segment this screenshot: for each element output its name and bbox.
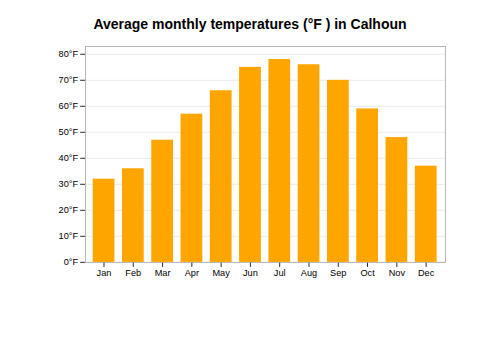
svg-text:60°F: 60°F	[59, 101, 79, 111]
svg-text:Aug: Aug	[301, 268, 317, 278]
svg-text:50°F: 50°F	[59, 127, 79, 137]
svg-text:30°F: 30°F	[59, 179, 79, 189]
svg-text:Jun: Jun	[243, 268, 258, 278]
svg-text:Nov: Nov	[389, 268, 406, 278]
svg-text:Jan: Jan	[97, 268, 112, 278]
svg-text:10°F: 10°F	[59, 231, 79, 241]
svg-text:Sep: Sep	[330, 268, 346, 278]
svg-text:Feb: Feb	[125, 268, 141, 278]
svg-text:Dec: Dec	[418, 268, 435, 278]
svg-text:40°F: 40°F	[59, 153, 79, 163]
svg-text:80°F: 80°F	[59, 49, 79, 59]
svg-text:Oct: Oct	[360, 268, 375, 278]
svg-text:Apr: Apr	[185, 268, 199, 278]
html-text:Average monthly temperatures (: Average monthly temperatures (°F ) in Ca…	[93, 16, 407, 32]
svg-text:Mar: Mar	[155, 268, 171, 278]
svg-text:May: May	[212, 268, 230, 278]
svg-text:Jul: Jul	[274, 268, 286, 278]
svg-text:20°F: 20°F	[59, 205, 79, 215]
svg-text:0°F: 0°F	[64, 257, 79, 267]
svg-text:70°F: 70°F	[59, 75, 79, 85]
